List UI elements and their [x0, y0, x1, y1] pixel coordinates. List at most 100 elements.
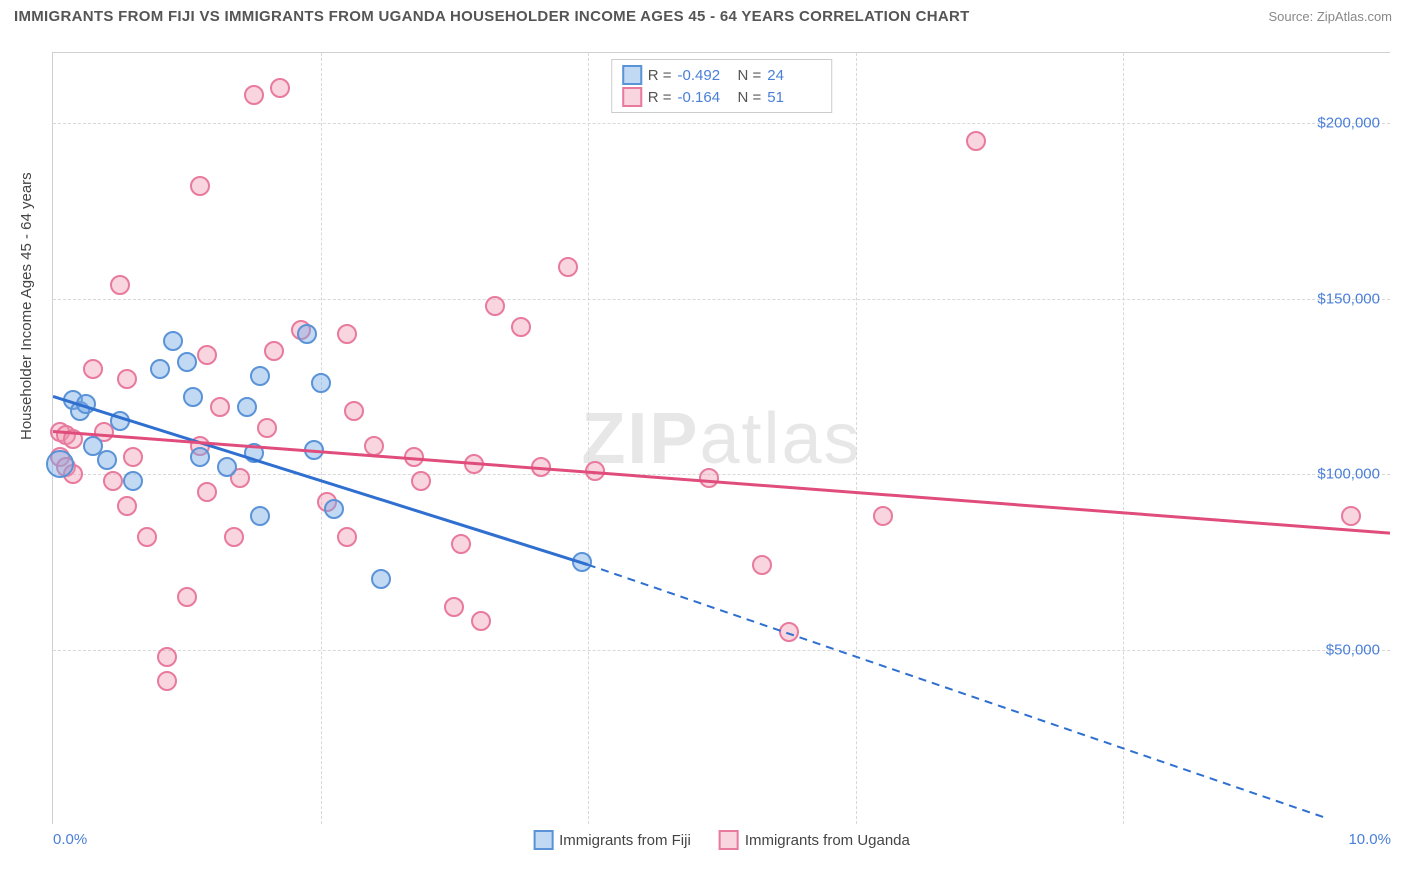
scatter-point-uganda	[264, 341, 284, 361]
source-label: Source: ZipAtlas.com	[1268, 9, 1392, 24]
scatter-point-uganda	[244, 85, 264, 105]
watermark: ZIPatlas	[581, 398, 861, 480]
legend-label-uganda: Immigrants from Uganda	[745, 832, 910, 849]
swatch-uganda-icon	[719, 830, 739, 850]
stats-row-fiji: R = -0.492 N = 24	[622, 64, 822, 86]
x-tick-label: 10.0%	[1348, 831, 1391, 848]
legend-label-fiji: Immigrants from Fiji	[559, 832, 691, 849]
legend-item-uganda: Immigrants from Uganda	[719, 830, 910, 850]
scatter-point-fiji	[371, 569, 391, 589]
scatter-point-uganda	[137, 527, 157, 547]
scatter-point-uganda	[117, 496, 137, 516]
bottom-legend: Immigrants from Fiji Immigrants from Uga…	[533, 830, 910, 850]
scatter-point-uganda	[699, 468, 719, 488]
scatter-point-fiji	[244, 443, 264, 463]
swatch-uganda	[622, 87, 642, 107]
scatter-point-uganda	[966, 131, 986, 151]
scatter-point-uganda	[83, 359, 103, 379]
scatter-point-uganda	[197, 482, 217, 502]
gridline-h	[53, 474, 1390, 475]
scatter-point-uganda	[485, 296, 505, 316]
scatter-point-uganda	[344, 401, 364, 421]
scatter-point-fiji	[217, 457, 237, 477]
scatter-point-uganda	[404, 447, 424, 467]
scatter-point-fiji	[237, 397, 257, 417]
scatter-point-uganda	[63, 429, 83, 449]
n-value-uganda: 51	[767, 89, 821, 106]
x-tick-label: 0.0%	[53, 831, 87, 848]
scatter-point-uganda	[123, 447, 143, 467]
scatter-point-uganda	[1341, 506, 1361, 526]
scatter-point-uganda	[224, 527, 244, 547]
r-value-uganda: -0.164	[678, 89, 732, 106]
r-value-fiji: -0.492	[678, 67, 732, 84]
scatter-point-uganda	[190, 176, 210, 196]
gridline-h	[53, 299, 1390, 300]
scatter-point-fiji	[297, 324, 317, 344]
scatter-point-fiji	[250, 506, 270, 526]
chart-plot-area: ZIPatlas $50,000$100,000$150,000$200,000…	[52, 52, 1390, 824]
scatter-point-uganda	[471, 611, 491, 631]
legend-item-fiji: Immigrants from Fiji	[533, 830, 691, 850]
chart-title: IMMIGRANTS FROM FIJI VS IMMIGRANTS FROM …	[14, 8, 970, 25]
scatter-point-fiji	[76, 394, 96, 414]
scatter-point-uganda	[364, 436, 384, 456]
scatter-point-fiji	[190, 447, 210, 467]
trend-lines	[53, 53, 1390, 824]
scatter-point-fiji	[572, 552, 592, 572]
scatter-point-fiji	[183, 387, 203, 407]
gridline-v	[588, 53, 589, 824]
scatter-point-fiji	[304, 440, 324, 460]
watermark-light: atlas	[699, 399, 861, 479]
y-tick-label: $100,000	[1317, 466, 1380, 483]
n-value-fiji: 24	[767, 67, 821, 84]
scatter-point-fiji	[250, 366, 270, 386]
gridline-v	[856, 53, 857, 824]
gridline-v	[321, 53, 322, 824]
scatter-point-uganda	[270, 78, 290, 98]
scatter-point-fiji	[150, 359, 170, 379]
scatter-point-uganda	[511, 317, 531, 337]
scatter-point-uganda	[451, 534, 471, 554]
gridline-h	[53, 123, 1390, 124]
y-tick-label: $50,000	[1326, 641, 1380, 658]
scatter-point-uganda	[873, 506, 893, 526]
swatch-fiji	[622, 65, 642, 85]
scatter-point-uganda	[752, 555, 772, 575]
scatter-point-uganda	[110, 275, 130, 295]
scatter-point-fiji	[311, 373, 331, 393]
scatter-point-uganda	[157, 647, 177, 667]
scatter-point-uganda	[197, 345, 217, 365]
scatter-point-fiji	[46, 450, 74, 478]
scatter-point-uganda	[411, 471, 431, 491]
stats-row-uganda: R = -0.164 N = 51	[622, 86, 822, 108]
scatter-point-fiji	[97, 450, 117, 470]
scatter-point-fiji	[110, 411, 130, 431]
scatter-point-uganda	[585, 461, 605, 481]
scatter-point-fiji	[123, 471, 143, 491]
y-axis-title: Householder Income Ages 45 - 64 years	[18, 172, 35, 440]
scatter-point-fiji	[324, 499, 344, 519]
y-tick-label: $200,000	[1317, 115, 1380, 132]
r-label-fiji: R =	[648, 67, 672, 84]
scatter-point-uganda	[177, 587, 197, 607]
scatter-point-fiji	[177, 352, 197, 372]
gridline-h	[53, 650, 1390, 651]
scatter-point-uganda	[444, 597, 464, 617]
scatter-point-uganda	[210, 397, 230, 417]
scatter-point-uganda	[558, 257, 578, 277]
scatter-point-uganda	[531, 457, 551, 477]
scatter-point-uganda	[779, 622, 799, 642]
scatter-point-fiji	[163, 331, 183, 351]
swatch-fiji-icon	[533, 830, 553, 850]
scatter-point-uganda	[464, 454, 484, 474]
stats-legend: R = -0.492 N = 24 R = -0.164 N = 51	[611, 59, 833, 113]
r-label-uganda: R =	[648, 89, 672, 106]
gridline-v	[1123, 53, 1124, 824]
scatter-point-uganda	[337, 324, 357, 344]
scatter-point-uganda	[117, 369, 137, 389]
n-label-uganda: N =	[738, 89, 762, 106]
scatter-point-uganda	[257, 418, 277, 438]
scatter-point-uganda	[157, 671, 177, 691]
scatter-point-uganda	[103, 471, 123, 491]
